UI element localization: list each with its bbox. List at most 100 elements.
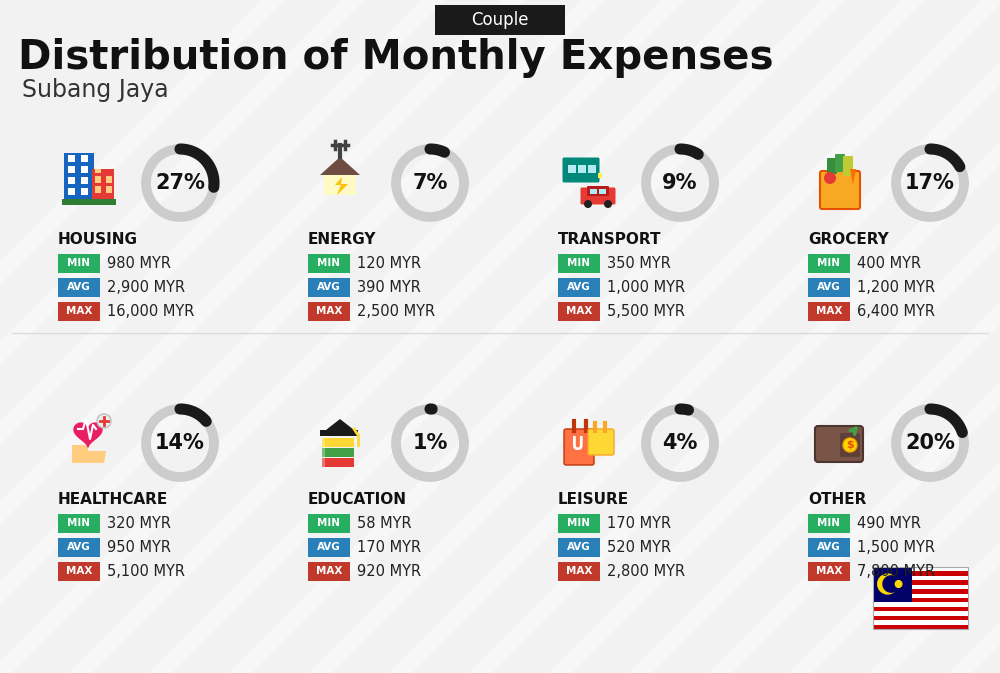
Text: MAX: MAX (566, 566, 592, 576)
Polygon shape (335, 177, 348, 195)
FancyBboxPatch shape (872, 598, 968, 602)
Text: 27%: 27% (155, 173, 205, 193)
FancyBboxPatch shape (322, 448, 354, 457)
Text: MIN: MIN (818, 258, 840, 268)
FancyBboxPatch shape (322, 438, 325, 447)
FancyBboxPatch shape (308, 302, 350, 320)
Text: TRANSPORT: TRANSPORT (558, 232, 662, 246)
Text: MIN: MIN (318, 518, 340, 528)
Text: U: U (572, 435, 584, 454)
Text: MAX: MAX (816, 306, 842, 316)
Text: MIN: MIN (68, 258, 90, 268)
Text: Couple: Couple (471, 11, 529, 29)
Text: EDUCATION: EDUCATION (308, 491, 407, 507)
Text: MAX: MAX (66, 306, 92, 316)
FancyBboxPatch shape (835, 154, 845, 172)
FancyBboxPatch shape (68, 155, 75, 162)
Text: 14%: 14% (155, 433, 205, 453)
FancyBboxPatch shape (558, 302, 600, 320)
Text: 2,500 MYR: 2,500 MYR (357, 304, 435, 318)
Text: 9%: 9% (662, 173, 698, 193)
Text: 170 MYR: 170 MYR (357, 540, 421, 555)
FancyBboxPatch shape (808, 254, 850, 273)
Text: AVG: AVG (67, 542, 91, 552)
FancyBboxPatch shape (872, 567, 912, 602)
Text: MAX: MAX (66, 566, 92, 576)
Polygon shape (320, 157, 360, 175)
Text: AVG: AVG (817, 282, 841, 292)
Text: 1,200 MYR: 1,200 MYR (857, 279, 935, 295)
Circle shape (824, 172, 836, 184)
FancyBboxPatch shape (588, 165, 596, 173)
Text: 390 MYR: 390 MYR (357, 279, 421, 295)
FancyBboxPatch shape (872, 571, 968, 576)
FancyBboxPatch shape (872, 580, 968, 585)
FancyBboxPatch shape (322, 438, 354, 447)
FancyBboxPatch shape (872, 567, 968, 571)
Text: 20%: 20% (905, 433, 955, 453)
Circle shape (604, 200, 612, 208)
Text: 2,900 MYR: 2,900 MYR (107, 279, 185, 295)
Text: 58 MYR: 58 MYR (357, 516, 412, 530)
FancyBboxPatch shape (872, 576, 968, 580)
FancyBboxPatch shape (308, 254, 350, 273)
Text: MAX: MAX (316, 306, 342, 316)
Text: 1%: 1% (412, 433, 448, 453)
FancyBboxPatch shape (308, 538, 350, 557)
FancyBboxPatch shape (320, 430, 358, 436)
FancyBboxPatch shape (322, 448, 325, 457)
Text: MIN: MIN (318, 258, 340, 268)
FancyBboxPatch shape (92, 169, 114, 201)
Text: MAX: MAX (816, 566, 842, 576)
Polygon shape (324, 175, 356, 195)
FancyBboxPatch shape (580, 188, 616, 205)
FancyBboxPatch shape (872, 602, 968, 607)
Polygon shape (326, 419, 354, 430)
Text: Distribution of Monthly Expenses: Distribution of Monthly Expenses (18, 38, 774, 78)
FancyBboxPatch shape (872, 607, 968, 611)
Text: 1,500 MYR: 1,500 MYR (857, 540, 935, 555)
FancyBboxPatch shape (840, 433, 860, 457)
FancyBboxPatch shape (68, 188, 75, 195)
Text: 980 MYR: 980 MYR (107, 256, 171, 271)
FancyBboxPatch shape (827, 158, 837, 174)
Text: 120 MYR: 120 MYR (357, 256, 421, 271)
FancyBboxPatch shape (808, 538, 850, 557)
Text: AVG: AVG (317, 282, 341, 292)
FancyBboxPatch shape (599, 189, 606, 194)
FancyBboxPatch shape (106, 186, 112, 193)
Text: 950 MYR: 950 MYR (107, 540, 171, 555)
Circle shape (584, 200, 592, 208)
Text: 170 MYR: 170 MYR (607, 516, 671, 530)
FancyBboxPatch shape (808, 513, 850, 532)
FancyBboxPatch shape (95, 176, 101, 183)
Text: 920 MYR: 920 MYR (357, 563, 421, 579)
FancyBboxPatch shape (872, 625, 968, 629)
FancyBboxPatch shape (68, 177, 75, 184)
FancyBboxPatch shape (815, 426, 863, 462)
FancyBboxPatch shape (564, 429, 594, 465)
FancyBboxPatch shape (558, 277, 600, 297)
FancyBboxPatch shape (558, 538, 600, 557)
Text: AVG: AVG (567, 282, 591, 292)
FancyBboxPatch shape (322, 458, 354, 467)
FancyBboxPatch shape (81, 155, 88, 162)
FancyBboxPatch shape (58, 538, 100, 557)
Polygon shape (74, 423, 102, 447)
Text: AVG: AVG (567, 542, 591, 552)
FancyBboxPatch shape (64, 153, 94, 201)
FancyBboxPatch shape (872, 585, 968, 589)
Text: MAX: MAX (316, 566, 342, 576)
Text: MIN: MIN (568, 258, 590, 268)
FancyBboxPatch shape (587, 186, 609, 196)
FancyBboxPatch shape (820, 171, 860, 209)
FancyBboxPatch shape (95, 186, 101, 193)
FancyBboxPatch shape (58, 561, 100, 581)
FancyBboxPatch shape (558, 561, 600, 581)
FancyBboxPatch shape (81, 166, 88, 173)
Text: 350 MYR: 350 MYR (607, 256, 671, 271)
FancyBboxPatch shape (568, 165, 576, 173)
Text: Subang Jaya: Subang Jaya (22, 78, 169, 102)
FancyBboxPatch shape (598, 173, 602, 178)
FancyBboxPatch shape (308, 561, 350, 581)
